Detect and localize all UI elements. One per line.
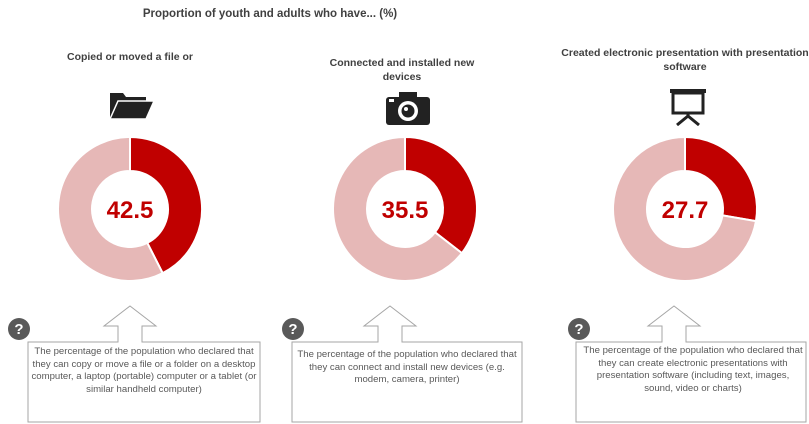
svg-text:?: ? xyxy=(14,321,23,338)
donut-slice-value xyxy=(684,135,758,223)
donut-slice-remainder xyxy=(57,135,165,282)
projector-screen-icon xyxy=(670,89,706,126)
donut-chart-presentation: 27.7 xyxy=(612,135,758,282)
question-icon: ? xyxy=(282,318,304,340)
donut-slice-remainder xyxy=(612,135,758,282)
value-label: 27.7 xyxy=(662,197,709,224)
chart-panel-copy-file: Copied or moved a file or 42.5 ? The per… xyxy=(0,0,270,424)
camera-icon xyxy=(386,92,430,125)
question-icon: ? xyxy=(8,318,30,340)
callout-text: The percentage of the population who dec… xyxy=(583,345,803,394)
svg-text:?: ? xyxy=(288,321,297,338)
svg-text:?: ? xyxy=(574,321,583,338)
donut-chart-install-devices: 35.5 xyxy=(332,135,478,282)
donut-slice-value xyxy=(129,135,203,275)
value-label: 35.5 xyxy=(382,197,429,224)
value-label: 42.5 xyxy=(107,197,154,224)
callout-text: The percentage of the population who dec… xyxy=(297,349,517,386)
donut-chart-copy-file: 42.5 xyxy=(57,135,203,282)
question-icon: ? xyxy=(568,318,590,340)
panel-title: Created electronic presentation with pre… xyxy=(561,47,809,73)
donut-slice-remainder xyxy=(332,135,464,282)
callout-box xyxy=(291,305,523,423)
callout-text: The percentage of the population who dec… xyxy=(31,346,257,395)
panel-title: Copied or moved a file or xyxy=(66,51,194,63)
chart-title: Proportion of youth and adults who have.… xyxy=(142,8,398,20)
donut-slice-value xyxy=(404,135,478,255)
chart-panel-install-devices: Connected and installed new devices 35.5… xyxy=(272,0,542,424)
callout-box xyxy=(27,305,261,423)
panel-title: Connected and installed new devices xyxy=(329,57,475,83)
chart-panel-presentation: Created electronic presentation with pre… xyxy=(550,0,809,424)
folder-icon xyxy=(108,93,156,120)
callout-box xyxy=(575,305,807,423)
